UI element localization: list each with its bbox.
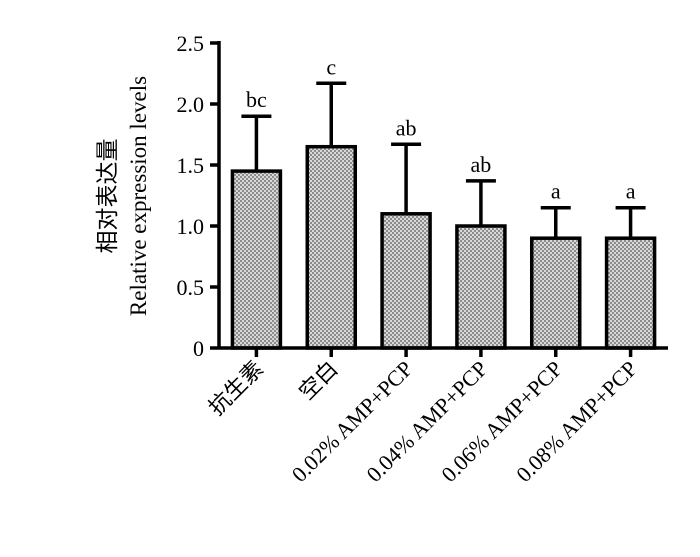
bar-2 <box>380 212 432 350</box>
significance-label-2: ab <box>396 115 417 140</box>
y-tick-label-4: 2.0 <box>177 92 205 117</box>
y-axis-title-english: Relative expression levels <box>126 76 151 316</box>
y-axis-title-chinese: 相对表达量 <box>95 139 120 254</box>
x-category-label-0: 抗生素 <box>204 356 268 420</box>
axes-layer <box>210 41 668 357</box>
bar-3 <box>455 224 507 350</box>
significance-label-4: a <box>551 179 561 204</box>
bar-5 <box>604 236 657 350</box>
significance-label-5: a <box>626 179 636 204</box>
y-tick-label-0: 0 <box>193 336 204 361</box>
bar-4 <box>530 236 582 350</box>
significance-label-1: c <box>326 54 336 79</box>
bars-layer <box>230 81 657 350</box>
significance-label-0: bc <box>246 87 267 112</box>
y-tick-label-3: 1.5 <box>177 153 205 178</box>
bar-0 <box>230 169 283 350</box>
significance-label-3: ab <box>471 152 492 177</box>
bar-1 <box>305 144 357 350</box>
y-tick-label-1: 0.5 <box>177 275 205 300</box>
y-tick-label-5: 2.5 <box>177 31 205 56</box>
x-category-label-1: 空白 <box>294 356 343 405</box>
y-tick-label-2: 1.0 <box>177 214 205 239</box>
